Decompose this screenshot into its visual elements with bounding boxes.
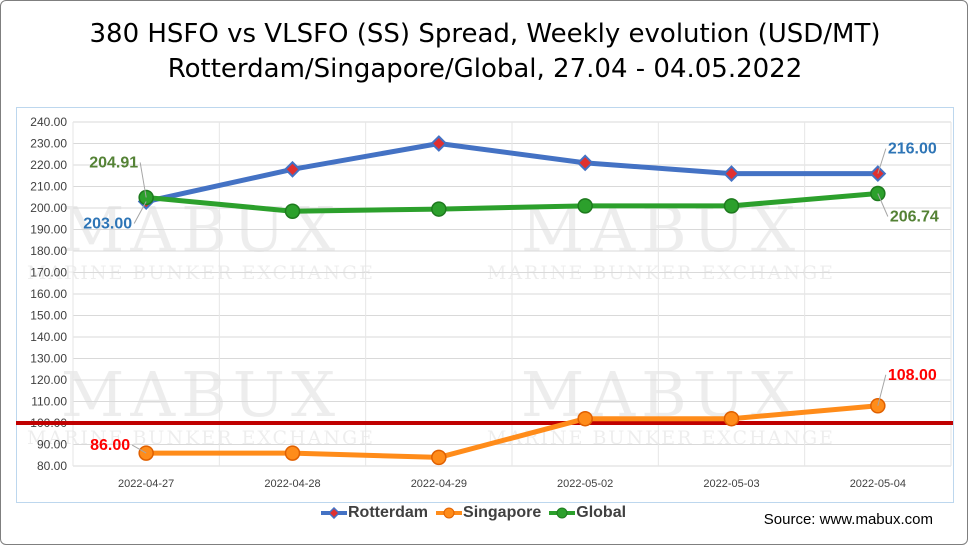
- data-point-singapore: [284, 445, 301, 461]
- x-tick-label: 2022-04-27: [118, 478, 174, 490]
- y-tick-label: 210.00: [30, 180, 67, 194]
- y-tick-label: 120.00: [30, 373, 67, 387]
- legend-label-global: Global: [576, 504, 627, 521]
- y-tick-label: 170.00: [30, 266, 67, 280]
- data-point-singapore: [431, 449, 447, 466]
- data-label-rotterdam: 203.00: [83, 216, 132, 233]
- y-tick-label: 220.00: [30, 158, 67, 172]
- data-label-singapore: 86.00: [90, 437, 130, 454]
- chart-title-line2: Rotterdam/Singapore/Global, 27.04 - 04.0…: [167, 54, 803, 84]
- x-tick-label: 2022-04-29: [411, 478, 467, 490]
- x-tick-label: 2022-05-04: [850, 478, 906, 490]
- data-label-leader: [877, 148, 887, 174]
- chart-title-line1: 380 HSFO vs VLSFO (SS) Spread, Weekly ev…: [89, 19, 881, 49]
- y-tick-label: 190.00: [30, 223, 67, 237]
- data-point-global: [723, 198, 740, 214]
- data-point-rotterdam: [284, 160, 301, 178]
- data-point-global: [431, 201, 447, 217]
- data-point-singapore: [577, 410, 593, 427]
- data-point-rotterdam: [576, 154, 594, 172]
- y-tick-label: 150.00: [30, 309, 67, 323]
- watermark-logo-2: MABUX: [61, 358, 341, 431]
- data-point-rotterdam: [430, 135, 448, 152]
- data-label-leader: [131, 444, 147, 454]
- data-label-singapore: 108.00: [888, 367, 937, 384]
- source-note: Source: www.mabux.com: [763, 511, 933, 528]
- legend-label-singapore: Singapore: [463, 504, 542, 521]
- x-tick-label: 2022-05-02: [557, 478, 613, 490]
- legend-item-rotterdam: Rotterdam: [321, 504, 428, 522]
- y-tick-label: 230.00: [30, 137, 67, 151]
- data-label-leader: [139, 162, 147, 198]
- y-tick-label: 130.00: [30, 352, 67, 366]
- watermark-tagline-2: MARINE BUNKER EXCHANGE: [27, 427, 375, 449]
- data-point-rotterdam: [723, 165, 740, 183]
- series-line-global: [145, 191, 879, 214]
- y-tick-label: 140.00: [30, 330, 67, 344]
- data-label-global: 204.91: [89, 154, 138, 171]
- data-label-leader: [133, 201, 147, 224]
- data-point-global: [284, 203, 301, 219]
- series-line-rotterdam: [145, 141, 878, 204]
- legend-marker-global: [549, 507, 576, 519]
- y-tick-label: 80.00: [37, 459, 67, 473]
- y-tick-label: 90.00: [37, 438, 67, 452]
- x-tick-label: 2022-04-28: [264, 478, 320, 490]
- data-label-global: 206.74: [890, 209, 939, 226]
- data-point-singapore: [723, 410, 740, 427]
- watermark-tagline-3: MARINE BUNKER EXCHANGE: [487, 427, 835, 449]
- legend-item-global: Global: [549, 504, 626, 522]
- plot-area-border: [16, 107, 954, 503]
- y-tick-label: 180.00: [30, 244, 67, 258]
- legend-marker-singapore: [436, 507, 463, 519]
- legend-item-singapore: Singapore: [436, 504, 541, 522]
- y-tick-label: 240.00: [30, 115, 67, 129]
- y-tick-label: 200.00: [30, 201, 67, 215]
- series-line-singapore: [146, 403, 879, 460]
- data-point-global: [577, 198, 593, 214]
- data-label-leader: [877, 374, 887, 406]
- chart-legend: Rotterdam Singapore Global: [321, 503, 634, 523]
- legend-marker-rotterdam: [321, 507, 347, 519]
- data-label-rotterdam: 216.00: [888, 141, 937, 158]
- y-tick-label: 110.00: [31, 395, 67, 409]
- y-tick-label: 160.00: [30, 287, 67, 301]
- data-label-leader: [877, 193, 889, 217]
- legend-label-rotterdam: Rotterdam: [348, 504, 429, 521]
- x-tick-label: 2022-05-03: [703, 478, 759, 490]
